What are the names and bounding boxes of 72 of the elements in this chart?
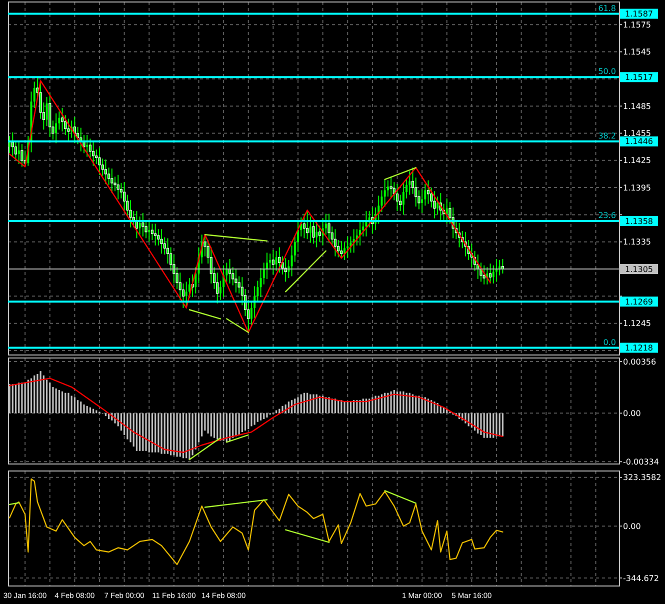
candlestick: [185, 281, 188, 307]
candlestick: [18, 140, 20, 165]
candlestick: [234, 268, 238, 294]
candlestick: [488, 263, 492, 284]
candlestick: [86, 134, 88, 158]
y-tick-label: 323.3582: [623, 473, 662, 482]
y-tick-label: 1.1485: [623, 102, 651, 111]
y-tick-label: 1.1395: [623, 183, 651, 192]
candlestick: [110, 168, 114, 194]
candlestick: [154, 223, 157, 246]
candlestick: [123, 182, 126, 212]
y-tick-label: -344.672: [623, 574, 659, 583]
line-series: [8, 378, 504, 453]
ref-line-label: 1.1305: [625, 264, 653, 274]
candlestick: [302, 213, 306, 239]
candlestick: [390, 176, 392, 199]
y-tick-label: 1.1545: [623, 48, 651, 57]
candlestick: [20, 144, 24, 168]
annotation: 61.8: [598, 4, 616, 13]
candlestick: [142, 212, 144, 237]
line-series: [8, 80, 491, 333]
candlestick: [436, 196, 439, 216]
y-tick-label: 0.00: [623, 522, 641, 531]
candlestick: [48, 92, 52, 138]
candlestick: [8, 135, 11, 154]
y-tick-label: 0.00: [623, 408, 641, 418]
annotation: 23.6: [598, 211, 616, 220]
candlestick: [384, 178, 386, 208]
ref-line-label: 1.1358: [625, 216, 653, 226]
line-series: [8, 478, 504, 566]
y-tick-label: 1.1245: [623, 319, 651, 328]
candlestick: [160, 228, 163, 254]
candlestick: [104, 158, 107, 184]
annotation: 50.0: [598, 67, 616, 76]
candlestick: [396, 183, 399, 212]
ref-line-label: 1.1446: [625, 137, 653, 146]
candlestick: [482, 264, 486, 285]
y-tick-label: 1.1455: [623, 129, 651, 138]
candlestick: [138, 216, 141, 236]
candlestick: [446, 198, 448, 224]
candlestick: [278, 246, 281, 274]
candlestick: [316, 221, 318, 248]
candlestick: [98, 147, 101, 176]
y-tick-label: 1.1335: [623, 238, 651, 247]
candlestick: [306, 210, 309, 240]
candlestick: [92, 140, 95, 166]
candlestick: [46, 96, 48, 127]
y-tick-label: -0.00334: [623, 457, 659, 466]
ref-line-label: 1.1269: [625, 297, 653, 306]
y-tick-label: 1.1425: [623, 156, 651, 166]
annotation: 0.0: [603, 338, 616, 347]
candlestick: [272, 250, 274, 275]
candlestick: [433, 190, 436, 219]
candlestick: [334, 228, 337, 257]
ref-line-label: 1.1218: [625, 344, 653, 353]
candlestick: [275, 250, 278, 272]
ref-line-label: 1.1517: [625, 72, 653, 82]
candlestick: [60, 107, 64, 132]
candlestick: [67, 118, 70, 142]
candlestick: [340, 240, 343, 259]
candlestick: [116, 174, 120, 200]
y-tick-label: 1.1575: [623, 20, 651, 30]
ref-line-label: 1.1587: [625, 10, 653, 19]
candlestick: [55, 112, 58, 144]
candlestick: [328, 213, 330, 244]
candlestick: [312, 220, 315, 244]
candlestick: [426, 180, 430, 204]
candlestick: [402, 182, 404, 216]
annotation: 38.2: [598, 131, 616, 140]
candlestick: [148, 220, 150, 242]
candlestick: [408, 170, 411, 196]
y-tick-label: 0.00356: [623, 357, 656, 366]
